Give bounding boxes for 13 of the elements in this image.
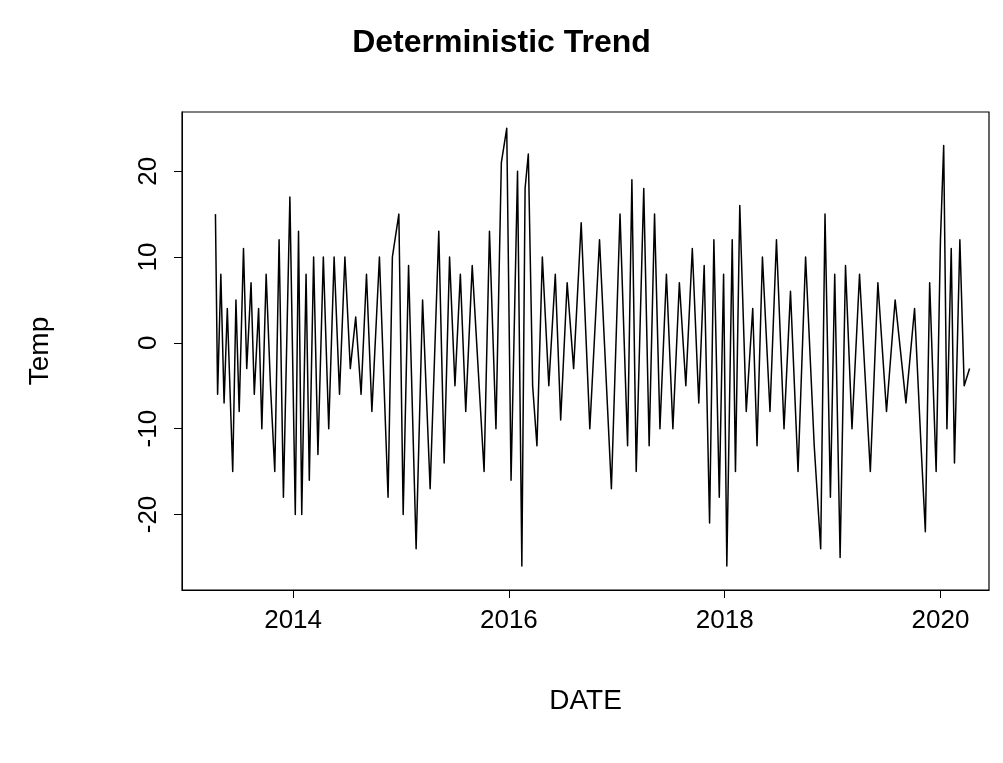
- y-tick-label: 20: [132, 156, 162, 186]
- y-tick-label: -20: [132, 495, 162, 534]
- x-tick-label: 2016: [479, 604, 538, 634]
- y-tick-label: 0: [132, 335, 162, 351]
- x-axis-title: DATE: [549, 683, 622, 715]
- y-tick-label: -10: [132, 409, 162, 448]
- x-tick-label: 2018: [695, 604, 754, 634]
- y-axis-title: Temp: [22, 316, 54, 386]
- chart-title: Deterministic Trend: [352, 23, 651, 59]
- x-tick-label: 2020: [911, 604, 970, 634]
- x-tick-label: 2014: [264, 604, 323, 634]
- line-series: [214, 127, 971, 567]
- y-tick-label: 10: [132, 242, 162, 272]
